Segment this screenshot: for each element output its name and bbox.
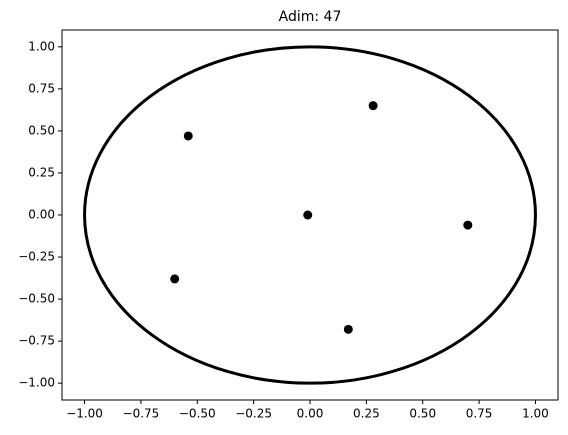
x-tick-label: 0.75 — [466, 407, 493, 421]
y-tick-label: 0.50 — [28, 123, 55, 137]
point — [343, 324, 353, 334]
x-tick-label: −0.25 — [235, 407, 272, 421]
y-tick-label: 0.75 — [28, 81, 55, 95]
x-tick-label: −0.75 — [123, 407, 160, 421]
y-tick-label: −0.75 — [18, 334, 55, 348]
y-tick-label: 0.00 — [28, 208, 55, 222]
y-tick-label: 0.25 — [28, 165, 55, 179]
point — [303, 210, 313, 220]
point — [368, 101, 378, 111]
unit-circle — [83, 45, 537, 385]
chart-title: Adim: 47 — [279, 9, 342, 25]
y-tick-label: −1.00 — [18, 376, 55, 390]
x-tick-label: −1.00 — [66, 407, 103, 421]
x-tick-label: 0.25 — [353, 407, 380, 421]
y-tick-label: −0.25 — [18, 250, 55, 264]
point — [463, 220, 473, 230]
point — [170, 274, 180, 284]
x-tick-label: 0.50 — [409, 407, 436, 421]
y-tick-label: 1.00 — [28, 39, 55, 53]
x-tick-label: 0.00 — [297, 407, 324, 421]
y-tick-label: −0.50 — [18, 292, 55, 306]
x-tick-label: 1.00 — [522, 407, 549, 421]
point — [183, 131, 193, 141]
x-tick-label: −0.50 — [179, 407, 216, 421]
